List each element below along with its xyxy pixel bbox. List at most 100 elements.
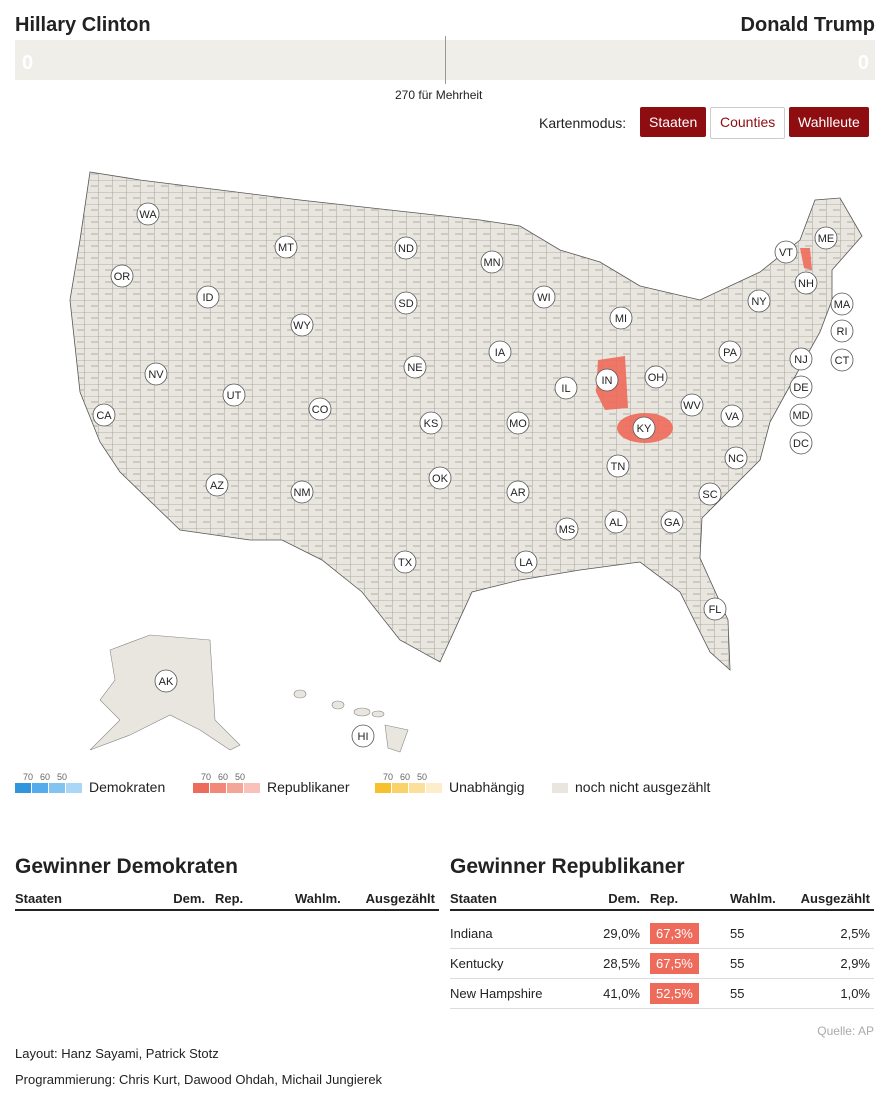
state-badge xyxy=(110,264,134,288)
state-label: ID xyxy=(203,292,214,304)
table-cell: 67,5% xyxy=(650,953,710,974)
legend-tick: 50 xyxy=(235,772,246,782)
column-header: Rep. xyxy=(650,891,679,906)
state-label: DE xyxy=(793,382,808,394)
legend-swatch xyxy=(66,783,82,793)
table-row: Kentucky 28,5% 67,5% 55 2,9% xyxy=(450,949,874,979)
state-label: PA xyxy=(723,347,738,359)
table-cell: 2,5% xyxy=(790,926,874,941)
state-label: AR xyxy=(510,487,525,499)
state-badge xyxy=(394,236,418,260)
state-badge xyxy=(814,226,838,250)
majority-line xyxy=(445,36,446,84)
state-label: MT xyxy=(278,242,294,254)
state-badge xyxy=(428,466,452,490)
legend-swatch xyxy=(426,783,442,793)
state-badge xyxy=(632,416,656,440)
state-badge xyxy=(506,411,530,435)
state-label: NJ xyxy=(794,354,807,366)
state-badge xyxy=(480,250,504,274)
table-cell: Kentucky xyxy=(450,956,560,971)
state-label: RI xyxy=(837,326,848,338)
table-title: Gewinner Demokraten xyxy=(15,855,238,878)
state-label: FL xyxy=(709,604,722,616)
state-label: IL xyxy=(561,383,570,395)
state-badge xyxy=(274,235,298,259)
legend-tick: 50 xyxy=(57,772,68,782)
winner-share: 67,3% xyxy=(650,923,699,944)
state-label: MN xyxy=(483,257,500,269)
state-label: AZ xyxy=(210,480,224,492)
column-header: Wahlm. xyxy=(730,891,776,906)
state-label: WI xyxy=(537,292,550,304)
state-label: NE xyxy=(407,362,422,374)
table-cell: 29,0% xyxy=(560,926,650,941)
legend-tick: 70 xyxy=(201,772,212,782)
state-badge xyxy=(514,550,538,574)
table-header: Staaten Dem. Rep. Wahlm. Ausgezählt xyxy=(15,891,439,911)
state-badge xyxy=(136,202,160,226)
state-badge xyxy=(747,289,771,313)
cell-text: Indiana xyxy=(450,926,493,941)
state-label: NM xyxy=(293,487,310,499)
cell-text: 55 xyxy=(730,926,745,941)
table-cell: 41,0% xyxy=(560,986,650,1001)
state-badge xyxy=(222,383,246,407)
state-badge xyxy=(830,348,854,372)
legend-swatch xyxy=(409,783,425,793)
state-label: WV xyxy=(683,400,701,412)
table-row: New Hampshire 41,0% 52,5% 55 1,0% xyxy=(450,979,874,1009)
table-cell: 2,9% xyxy=(790,956,874,971)
majority-label: 270 für Mehrheit xyxy=(395,88,483,102)
state-badge xyxy=(644,365,668,389)
state-label: MO xyxy=(509,418,527,430)
state-badge xyxy=(595,368,619,392)
legend-swatch xyxy=(15,783,31,793)
state-badge xyxy=(92,403,116,427)
state-badge xyxy=(789,347,813,371)
state-label: SD xyxy=(398,298,413,310)
state-label: VT xyxy=(779,247,793,259)
state-label: KS xyxy=(424,418,439,430)
winner-share: 67,5% xyxy=(650,953,699,974)
table-cell: 55 xyxy=(710,956,790,971)
map: WA OR ID MT WY NV UT CA AZ CO NM ND SD NE KS OK TX MN IA MO… xyxy=(69,171,863,753)
mode-button[interactable]: Counties xyxy=(710,107,786,139)
state-label: CA xyxy=(96,410,112,422)
state-badge xyxy=(403,355,427,379)
legend-tick: 50 xyxy=(417,772,428,782)
mode-button[interactable]: Wahlleute xyxy=(789,107,869,137)
cell-text: 2,5% xyxy=(840,926,870,941)
column-header: Ausgezählt xyxy=(365,891,435,906)
legend-swatch xyxy=(227,783,243,793)
legend-tick: 60 xyxy=(400,772,411,782)
state-label: ND xyxy=(398,243,414,255)
state-badge xyxy=(393,550,417,574)
table-cell: 52,5% xyxy=(650,983,710,1004)
right-candidate: Donald Trump xyxy=(740,14,875,36)
cell-text: 2,9% xyxy=(840,956,870,971)
state-badge xyxy=(794,271,818,295)
state-label: CO xyxy=(312,404,329,416)
credit: Layout: Hanz Sayami, Patrick Stotz xyxy=(15,1046,219,1061)
legend-swatch xyxy=(375,783,391,793)
state-label: HI xyxy=(358,731,369,743)
state-badge xyxy=(394,291,418,315)
mode-button[interactable]: Staaten xyxy=(640,107,707,137)
legend-swatch xyxy=(193,783,209,793)
state-badge xyxy=(830,319,854,343)
state-badge xyxy=(554,376,578,400)
table-title: Gewinner Republikaner xyxy=(450,855,685,878)
state-label: WA xyxy=(139,209,157,221)
state-label: LA xyxy=(519,557,533,569)
state-badge xyxy=(290,313,314,337)
hawaii xyxy=(293,689,409,753)
table-cell: New Hampshire xyxy=(450,986,560,1001)
state-badge xyxy=(144,362,168,386)
state-label: GA xyxy=(664,517,681,529)
state-label: VA xyxy=(725,411,740,423)
left-count: 0 xyxy=(22,52,34,74)
cell-text: 1,0% xyxy=(840,986,870,1001)
state-badge xyxy=(604,510,628,534)
state-label: NV xyxy=(148,369,164,381)
